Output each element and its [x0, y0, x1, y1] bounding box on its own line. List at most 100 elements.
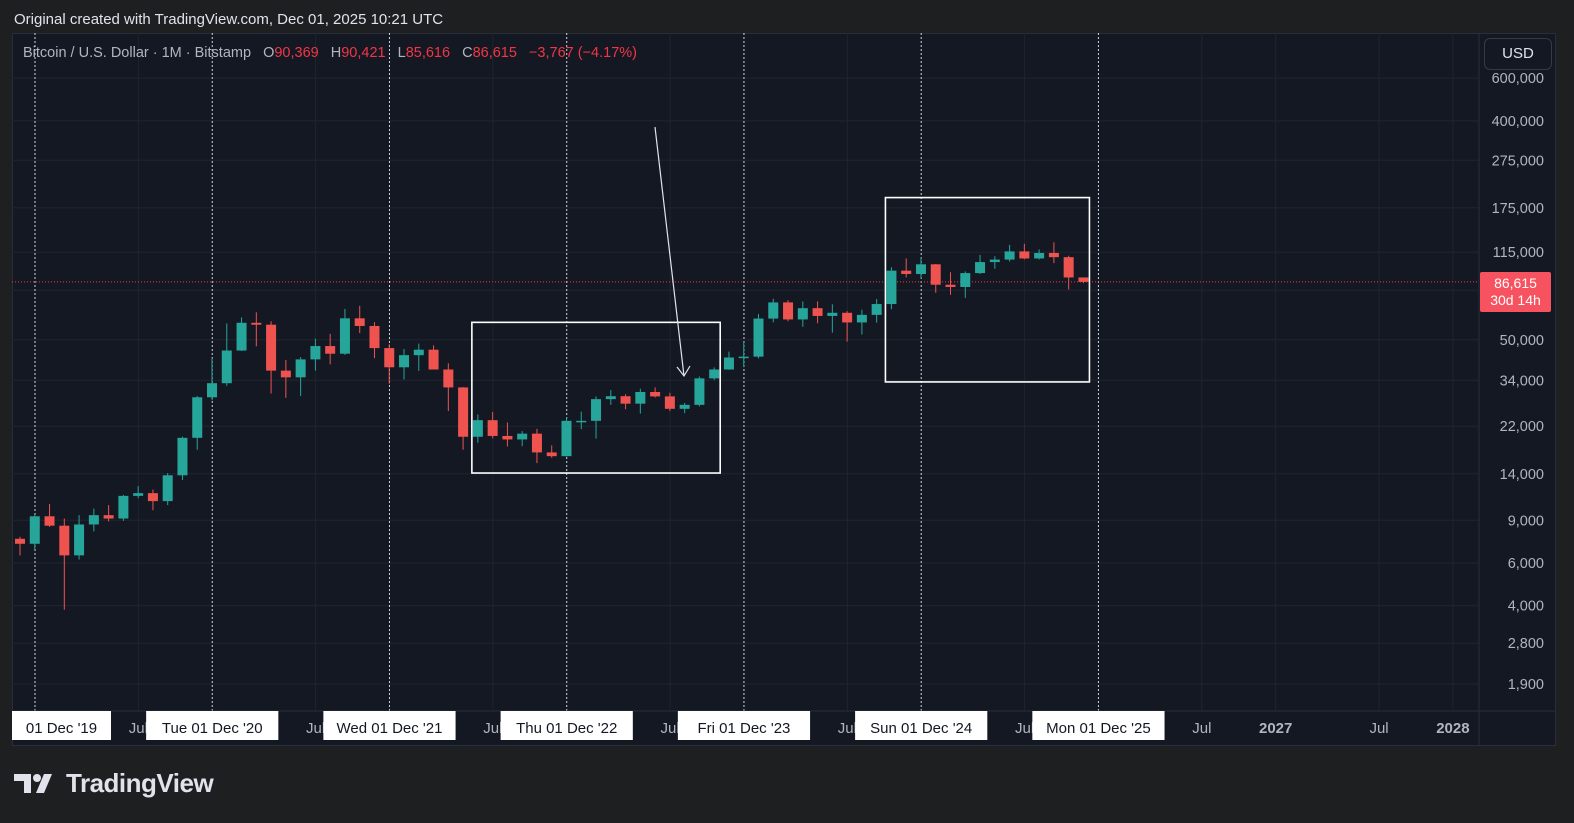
candle — [103, 505, 114, 522]
candle-body — [325, 346, 336, 354]
candle — [502, 422, 513, 447]
candle — [339, 308, 350, 355]
time-tick: Sun 01 Dec '24 — [855, 711, 988, 740]
candle-body — [591, 399, 602, 421]
candle-body — [901, 270, 912, 274]
price-tick-label: 1,900 — [1508, 677, 1544, 693]
candle-body — [339, 318, 350, 354]
candle-body — [103, 515, 114, 519]
candle — [783, 300, 794, 322]
candle — [325, 333, 336, 365]
chart-frame[interactable] — [12, 33, 1556, 746]
candle-body — [118, 495, 129, 519]
candle-body — [1019, 251, 1030, 259]
candle-body — [472, 420, 483, 437]
candle-body — [487, 420, 498, 436]
candle-body — [753, 318, 764, 357]
time-tick-label: Jul — [1015, 720, 1034, 737]
candle — [694, 376, 705, 407]
time-tick: Mon 01 Dec '25 — [1032, 711, 1165, 740]
candle — [723, 351, 734, 370]
candle-body — [517, 433, 528, 440]
candle — [960, 271, 971, 298]
candle-body — [1063, 257, 1074, 278]
candle-body — [930, 264, 941, 285]
time-tick-label: 01 Dec '19 — [26, 720, 97, 737]
candle — [266, 321, 277, 394]
highlight-box-2025[interactable] — [884, 196, 1091, 383]
candle — [15, 536, 25, 556]
candle — [118, 494, 129, 521]
time-tick: Jul — [1015, 720, 1034, 737]
candle — [797, 301, 808, 327]
currency-button[interactable]: USD — [1484, 38, 1552, 70]
candle-body — [310, 346, 321, 360]
time-axis[interactable]: 01 Dec '19 Jul Tue 01 Dec '20 Jul Wed 01 Dec… — [12, 711, 1470, 740]
candle — [679, 402, 690, 414]
candle — [517, 431, 528, 447]
time-tick-label: Jul — [483, 720, 502, 737]
arrow-annotation[interactable] — [654, 126, 691, 378]
time-tick-label: Jul — [1192, 720, 1211, 737]
price-tick-label: 50,000 — [1500, 333, 1544, 349]
time-tick: Jul — [838, 720, 857, 737]
candle — [871, 299, 882, 323]
candle-body — [502, 435, 513, 440]
candle-body — [915, 264, 926, 274]
price-tick-label: 175,000 — [1492, 201, 1544, 217]
candle-body — [989, 259, 1000, 263]
candle-body — [975, 262, 986, 274]
candle — [901, 258, 912, 278]
candle — [989, 256, 1000, 269]
candle-body — [280, 370, 291, 378]
candle-body — [133, 493, 144, 496]
candle — [768, 298, 779, 323]
candle — [620, 394, 631, 410]
candle — [354, 305, 365, 334]
candle — [177, 436, 188, 480]
candle — [945, 272, 956, 295]
candlestick-chart[interactable]: 600,000400,000275,000175,000115,00080,00… — [12, 33, 1556, 746]
candle-body — [266, 324, 277, 371]
symbol-description[interactable]: Bitcoin / U.S. Dollar · 1M · Bitstamp — [23, 45, 252, 61]
price-change: −3,767 (−4.17%) — [528, 45, 637, 61]
candle-body — [369, 325, 380, 349]
drawings[interactable] — [471, 126, 1091, 474]
time-tick-highlight — [855, 711, 988, 740]
candle-body — [620, 396, 631, 404]
candle-body — [162, 475, 173, 502]
time-tick-label: Jul — [129, 720, 148, 737]
candle — [251, 312, 262, 347]
price-axis[interactable]: 600,000400,000275,000175,000115,00080,00… — [1492, 71, 1544, 693]
candle — [650, 387, 661, 398]
tradingview-logo[interactable]: TradingView — [14, 768, 214, 798]
chart-caption: Original created with TradingView.com, D… — [14, 11, 444, 28]
candle — [546, 445, 557, 458]
time-tick: Jul — [1192, 720, 1211, 737]
candle — [1004, 244, 1015, 262]
candle-body — [384, 348, 395, 368]
candle-body — [59, 525, 70, 556]
candles — [15, 242, 1089, 610]
candle — [295, 357, 306, 397]
time-tick: Fri 01 Dec '23 — [677, 711, 811, 740]
candle-body — [88, 515, 99, 525]
time-tick: 2028 — [1436, 720, 1469, 737]
price-tick-label: 4,000 — [1508, 599, 1544, 615]
highlight-box-2022[interactable] — [471, 321, 721, 474]
time-tick: Jul — [306, 720, 325, 737]
candle-body — [74, 524, 85, 556]
candle — [1063, 255, 1074, 290]
candle — [1034, 249, 1045, 260]
candle-body — [871, 304, 882, 315]
candle — [886, 267, 897, 310]
candle-body — [443, 369, 454, 388]
time-tick: 2027 — [1259, 720, 1292, 737]
time-tick-label: Sun 01 Dec '24 — [870, 720, 972, 737]
ohlc-legend: Bitcoin / U.S. Dollar · 1M · Bitstamp O9… — [23, 45, 637, 61]
candle — [856, 309, 867, 335]
time-tick-label: Mon 01 Dec '25 — [1046, 720, 1151, 737]
candle-body — [399, 355, 410, 368]
candle-body — [192, 397, 203, 438]
time-tick: Tue 01 Dec '20 — [146, 711, 279, 740]
